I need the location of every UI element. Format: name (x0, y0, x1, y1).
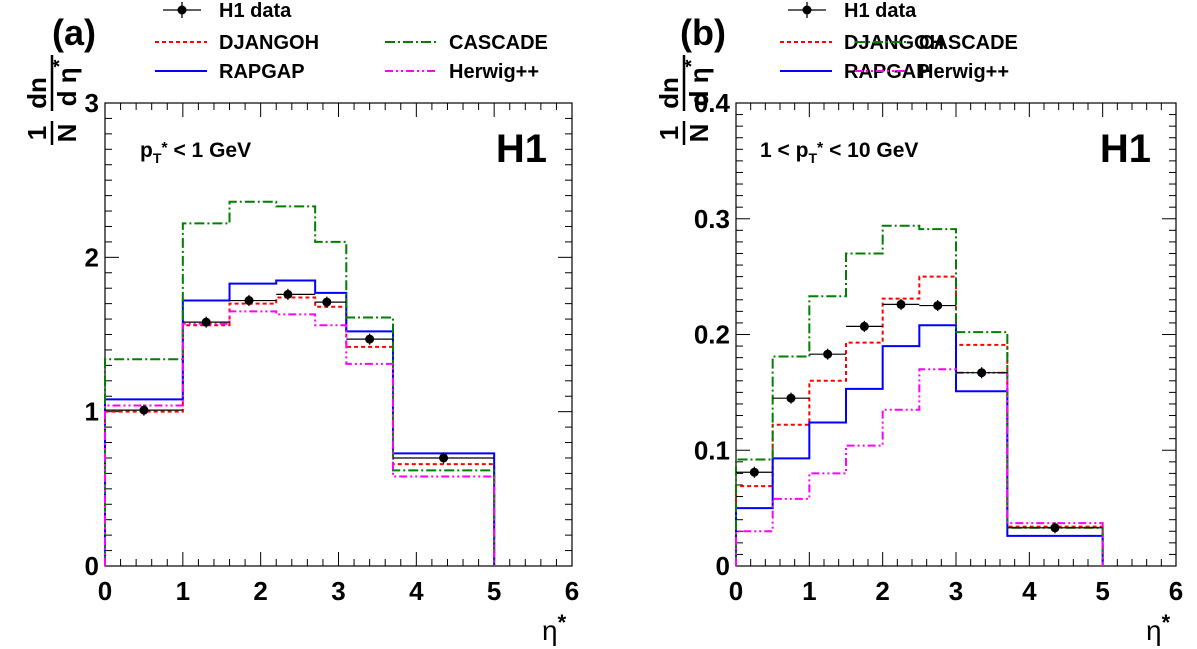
data-point (823, 349, 833, 359)
data-point (749, 467, 759, 477)
data-point (439, 453, 449, 463)
y-axis-label-den: N (52, 124, 82, 143)
cut-annotation: pT* < 1 GeV (140, 139, 251, 166)
cut-annotation: 1 < pT* < 10 GeV (760, 139, 918, 166)
x-tick-label: 5 (487, 576, 501, 606)
legend-label: RAPGAP (844, 61, 930, 83)
legend-label: H1 data (219, 0, 292, 22)
y-axis-label-num: 1 (22, 126, 52, 140)
legend-label: H1 data (844, 0, 917, 22)
y-axis-label-den: N (684, 124, 714, 143)
x-tick-label: 3 (331, 576, 345, 606)
x-tick-label: 0 (729, 576, 743, 606)
h1-logo-text: H1 (1100, 127, 1151, 171)
data-point (933, 301, 943, 311)
y-axis-label: 1 Ndn d η* (22, 55, 82, 145)
y-tick-label: 0.3 (694, 204, 730, 234)
y-tick-label: 0.4 (694, 88, 731, 118)
x-tick-label: 5 (1095, 576, 1109, 606)
legend-label: RAPGAP (219, 61, 305, 83)
data-point (365, 334, 375, 344)
legend-marker (177, 5, 187, 15)
plot-frame (104, 102, 573, 567)
panel-label: (b) (680, 12, 726, 53)
legend: H1 data DJANGOH CASCADE RAPGAP Herwig++ (155, 0, 548, 83)
x-tick-label: 0 (98, 576, 112, 606)
legend-label: Herwig++ (449, 61, 539, 83)
x-tick-label: 2 (253, 576, 267, 606)
data-point (322, 297, 332, 307)
x-tick-label: 2 (875, 576, 889, 606)
legend-label: Herwig++ (919, 61, 1009, 83)
panel-label: (a) (52, 12, 96, 53)
x-tick-label: 4 (1022, 576, 1037, 606)
y-axis-label-num2: dn (22, 77, 52, 109)
y-tick-label: 0 (85, 551, 99, 581)
chart-panel-b: 0 1 2 3 4 5 600.10.20.30.4η*1 Ndn d η*(b)H11 < p… (654, 0, 1183, 646)
x-tick-label: 6 (565, 576, 579, 606)
data-point (896, 299, 906, 309)
y-axis-label-num2: dn (654, 77, 684, 109)
histogram-herwigpp (104, 310, 496, 566)
histogram-cascade (104, 200, 496, 566)
data-point (139, 405, 149, 415)
legend-label: CASCADE (919, 32, 1018, 54)
y-tick-label: 0.1 (694, 435, 730, 465)
y-axis-label-den2: d η* (49, 59, 82, 106)
data-point (283, 289, 293, 299)
data-point (859, 321, 869, 331)
data-point (1050, 523, 1060, 533)
y-axis-label: 1 Ndn d η* (654, 55, 714, 145)
x-axis-label: η* (542, 610, 567, 646)
histogram-rapgap (735, 324, 1104, 566)
histogram-cascade (735, 224, 1104, 566)
x-tick-label: 1 (802, 576, 816, 606)
y-tick-label: 0.2 (694, 320, 730, 350)
y-tick-label: 1 (85, 397, 99, 427)
x-tick-label: 6 (1169, 576, 1183, 606)
legend-label: CASCADE (449, 32, 548, 54)
y-tick-label: 0 (716, 551, 730, 581)
data-point (244, 296, 254, 306)
h1-logo-text: H1 (496, 127, 547, 171)
y-tick-label: 2 (85, 242, 99, 272)
x-tick-label: 3 (949, 576, 963, 606)
histogram-herwigpp (735, 368, 1104, 566)
histogram-djangoh (104, 296, 496, 566)
y-axis-label-den2: d η* (681, 59, 714, 106)
y-axis-label-num: 1 (654, 126, 684, 140)
x-tick-label: 1 (176, 576, 190, 606)
legend-marker (802, 5, 812, 15)
y-tick-label: 3 (85, 88, 99, 118)
data-point (786, 393, 796, 403)
data-point (201, 317, 211, 327)
x-tick-label: 4 (409, 576, 424, 606)
data-point (977, 368, 987, 378)
legend-label: DJANGOH (219, 32, 319, 54)
x-axis-label: η* (1146, 610, 1171, 646)
histogram-rapgap (104, 279, 496, 566)
